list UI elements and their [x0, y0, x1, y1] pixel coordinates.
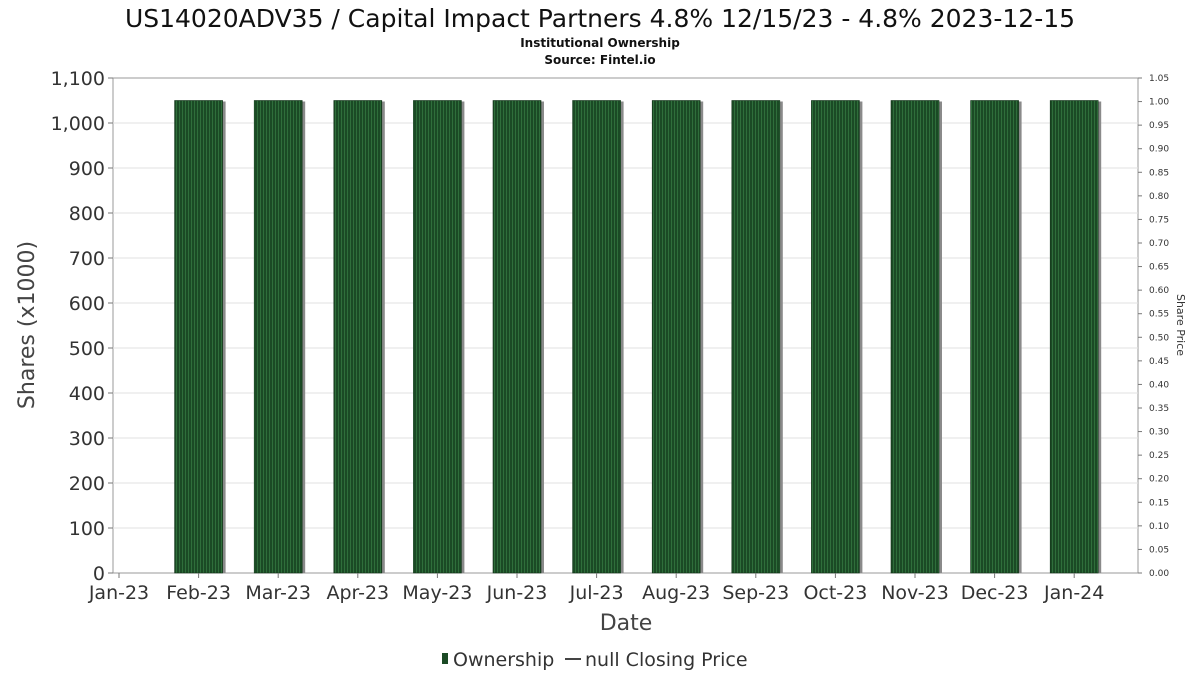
legend-ownership-swatch — [442, 653, 448, 664]
x-tick-label: Oct-23 — [803, 582, 867, 604]
x-tick-label: Nov-23 — [881, 582, 949, 604]
bar-ownership — [333, 100, 383, 574]
x-axis-label: Date — [600, 611, 653, 636]
y2-tick-label: 0.80 — [1149, 192, 1169, 202]
y2-tick-label: 0.95 — [1149, 121, 1169, 131]
y2-tick-label: 0.65 — [1149, 263, 1169, 273]
bar-ownership — [413, 100, 462, 574]
chart-subtitle-line-2: Source: Fintel.io — [544, 53, 655, 67]
y-tick-label: 200 — [69, 473, 105, 495]
y2-axis-ticks: 0.00 0.05 0.10 0.15 0.20 0.25 0.30 0.35 0.40 0.45… — [1138, 74, 1169, 579]
bar-ownership — [651, 100, 701, 574]
x-tick-label: Mar-23 — [245, 582, 311, 604]
bar-ownership — [811, 100, 860, 574]
y2-tick-label: 0.85 — [1149, 168, 1169, 178]
y2-tick-label: 0.20 — [1149, 475, 1169, 485]
y-tick-label: 300 — [69, 428, 105, 450]
y2-tick-label: 0.55 — [1149, 310, 1169, 320]
x-tick-label: Jul-23 — [569, 582, 624, 604]
x-tick-label: Jan-23 — [88, 582, 149, 604]
y2-tick-label: 0.50 — [1149, 333, 1169, 343]
y2-tick-label: 0.45 — [1149, 357, 1169, 367]
bar-ownership — [970, 100, 1019, 574]
y-tick-label: 600 — [69, 293, 105, 315]
y-tick-label: 800 — [69, 203, 105, 225]
x-tick-label: Jun-23 — [486, 582, 548, 604]
y-tick-label: 100 — [69, 518, 105, 540]
bar-ownership — [731, 100, 781, 574]
y2-tick-label: 0.10 — [1149, 522, 1169, 532]
chart-title: US14020ADV35 / Capital Impact Partners 4… — [125, 4, 1075, 33]
bar-ownership — [253, 100, 303, 574]
x-tick-label: Jan-24 — [1043, 582, 1104, 604]
bars — [174, 100, 1102, 574]
bar-ownership — [1049, 100, 1099, 574]
y2-tick-label: 0.90 — [1149, 145, 1169, 155]
x-tick-label: Apr-23 — [326, 582, 389, 604]
x-tick-label: Sep-23 — [722, 582, 789, 604]
y2-tick-label: 1.00 — [1149, 98, 1169, 108]
y-axis-ticks: 0 100 200 300 400 500 600 700 800 900 1,000 1,100 — [51, 68, 113, 585]
chart-subtitle-line-1: Institutional Ownership — [520, 36, 680, 50]
y-tick-label: 700 — [69, 248, 105, 270]
y2-axis-label: Share Price — [1174, 294, 1187, 356]
bar-ownership — [174, 100, 223, 574]
y2-tick-label: 0.05 — [1149, 545, 1169, 555]
y-tick-label: 0 — [93, 563, 105, 585]
bar-ownership — [492, 100, 542, 574]
y-tick-label: 900 — [69, 158, 105, 180]
y2-tick-label: 0.25 — [1149, 451, 1169, 461]
y2-tick-label: 0.70 — [1149, 239, 1169, 249]
y2-tick-label: 0.00 — [1149, 569, 1169, 579]
x-tick-label: Feb-23 — [166, 582, 231, 604]
y2-tick-label: 0.40 — [1149, 380, 1169, 390]
x-axis-ticks: Jan-23 Feb-23 Mar-23 Apr-23 May-23 Jun-23 Jul-… — [88, 573, 1104, 604]
legend-closing-price-label: null Closing Price — [585, 649, 748, 671]
x-tick-label: Aug-23 — [642, 582, 710, 604]
bar-ownership — [572, 100, 621, 574]
y2-tick-label: 0.15 — [1149, 498, 1169, 508]
y2-tick-label: 0.60 — [1149, 286, 1169, 296]
y-tick-label: 1,000 — [51, 113, 105, 135]
y2-tick-label: 0.35 — [1149, 404, 1169, 414]
y2-tick-label: 1.05 — [1149, 74, 1169, 84]
y-tick-label: 400 — [69, 383, 105, 405]
bar-ownership — [890, 100, 940, 574]
y-axis-label: Shares (x1000) — [15, 241, 40, 409]
y2-tick-label: 0.30 — [1149, 428, 1169, 438]
y-tick-label: 1,100 — [51, 68, 105, 90]
legend-ownership-label: Ownership — [453, 649, 554, 671]
y-tick-label: 500 — [69, 338, 105, 360]
x-tick-label: Dec-23 — [961, 582, 1029, 604]
x-tick-label: May-23 — [402, 582, 472, 604]
legend: Ownership null Closing Price — [442, 649, 748, 671]
y2-tick-label: 0.75 — [1149, 215, 1169, 225]
